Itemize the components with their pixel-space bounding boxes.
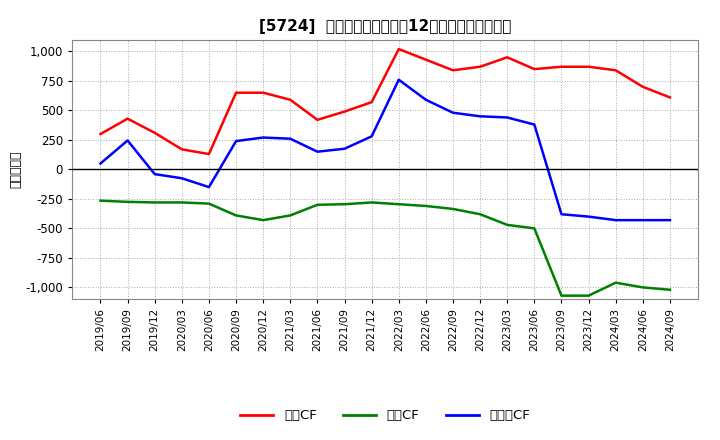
Y-axis label: （百万円）: （百万円）	[9, 150, 22, 188]
Legend: 営業CF, 投資CF, フリーCF: 営業CF, 投資CF, フリーCF	[235, 404, 535, 428]
Title: [5724]  キャッシュフローの12か月移動合計の推移: [5724] キャッシュフローの12か月移動合計の推移	[259, 19, 511, 34]
